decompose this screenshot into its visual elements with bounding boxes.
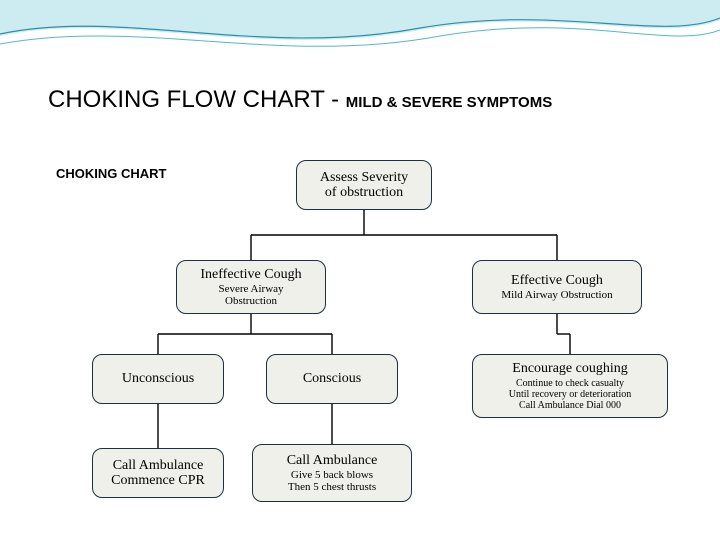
- wave-decoration: [0, 0, 720, 80]
- node-text: Then 5 chest thrusts: [288, 481, 376, 493]
- node-conscious: Conscious: [266, 354, 398, 404]
- node-text: Effective Cough: [511, 273, 603, 288]
- node-text: Conscious: [303, 371, 361, 386]
- node-text: of obstruction: [325, 185, 403, 200]
- node-text: Obstruction: [225, 295, 277, 307]
- node-unconscious: Unconscious: [92, 354, 224, 404]
- page-title: CHOKING FLOW CHART - MILD & SEVERE SYMPT…: [48, 86, 700, 114]
- section-label: CHOKING CHART: [56, 166, 167, 181]
- node-text: Ineffective Cough: [200, 267, 301, 282]
- node-text: Give 5 back blows: [291, 469, 373, 481]
- node-effective: Effective Cough Mild Airway Obstruction: [472, 260, 642, 314]
- node-text: Call Ambulance Dial 000: [519, 400, 621, 411]
- node-text: Encourage coughing: [512, 361, 627, 376]
- node-text: Unconscious: [122, 371, 194, 386]
- node-text: Call Ambulance: [113, 458, 204, 473]
- node-encourage: Encourage coughing Continue to check cas…: [472, 354, 668, 418]
- node-text: Commence CPR: [111, 473, 205, 488]
- node-text: Severe Airway: [218, 283, 283, 295]
- title-main: CHOKING FLOW CHART -: [48, 86, 346, 113]
- node-root: Assess Severity of obstruction: [296, 160, 432, 210]
- title-sub: MILD & SEVERE SYMPTOMS: [346, 94, 552, 111]
- node-text: Assess Severity: [320, 170, 408, 185]
- node-cpr: Call Ambulance Commence CPR: [92, 448, 224, 498]
- node-text: Call Ambulance: [287, 453, 378, 468]
- node-text: Mild Airway Obstruction: [501, 289, 612, 301]
- node-text: Until recovery or deterioration: [509, 389, 631, 400]
- node-back-blows: Call Ambulance Give 5 back blows Then 5 …: [252, 444, 412, 502]
- node-ineffective: Ineffective Cough Severe Airway Obstruct…: [176, 260, 326, 314]
- node-text: Continue to check casualty: [516, 378, 624, 389]
